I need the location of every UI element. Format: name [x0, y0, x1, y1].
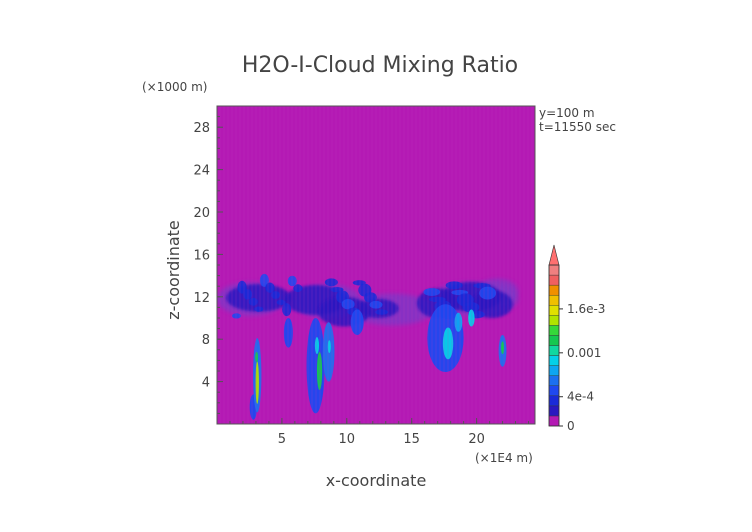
chart-title: H2O-I-Cloud Mixing Ratio: [242, 53, 518, 78]
colorbar-segment: [548, 294, 560, 306]
colorbar-label: 1.6e-3: [567, 302, 605, 316]
y-tick-label: 8: [202, 333, 210, 348]
colorbar-segment: [548, 264, 560, 276]
cloud-core-9: [327, 340, 331, 353]
colorbar: 0 4e-4 0.001 1.6e-3: [548, 244, 605, 433]
cloud-cell-5: [423, 288, 441, 296]
colorbar-segment: [548, 325, 560, 336]
cloud-core-2: [255, 361, 259, 404]
y-tick-label: 16: [193, 248, 210, 263]
cloud-cell-25: [369, 300, 383, 309]
cloud-core-12: [442, 327, 454, 360]
cloud-core-4: [283, 318, 293, 348]
colorbar-segment: [548, 405, 560, 417]
cloud-core-10: [350, 309, 364, 335]
cloud-core-14: [468, 309, 475, 327]
y-axis-label: z-coordinate: [164, 220, 183, 320]
cloud-cell-6: [243, 289, 253, 300]
cloud-cell-9: [248, 297, 258, 306]
colorbar-segment: [548, 335, 560, 346]
cloud-core-7: [314, 337, 320, 355]
cloud-cell-26: [462, 301, 480, 313]
colorbar-segment: [548, 365, 560, 376]
cloud-core-6: [316, 351, 323, 391]
cloud-cell-33: [293, 284, 303, 293]
info-line-t: t=11550 sec: [539, 120, 616, 134]
x-axis-label: x-coordinate: [326, 471, 427, 490]
cloud-core-13: [454, 312, 463, 332]
cloud-cell-24: [276, 299, 286, 305]
cloud-core-5: [306, 318, 325, 414]
x-tick-label: 15: [403, 432, 420, 447]
cloud-core-3: [255, 351, 259, 363]
colorbar-segment: [548, 355, 560, 366]
cloud-cell-27: [282, 303, 292, 317]
cloud-core-16: [501, 341, 505, 355]
colorbar-segment: [548, 385, 560, 397]
y-axis-unit: (×1000 m): [142, 80, 207, 94]
colorbar-extend-arrow: [548, 244, 560, 266]
cloud-cell-17: [445, 281, 463, 290]
y-tick-label: 20: [193, 206, 210, 221]
info-line-y: y=100 m: [539, 106, 595, 120]
x-tick-label: 10: [339, 432, 356, 447]
y-tick-label: 4: [202, 376, 210, 391]
colorbar-segment: [548, 395, 560, 407]
colorbar-segment: [548, 315, 560, 326]
colorbar-label: 4e-4: [567, 390, 594, 404]
cloud-cell-15: [259, 273, 269, 287]
cloud-cell-3: [237, 280, 247, 294]
y-tick-label: 28: [193, 121, 210, 136]
x-tick-label: 20: [468, 432, 485, 447]
cloud-field: [217, 106, 533, 424]
x-tick-label: 5: [278, 432, 286, 447]
cloud-cell-22: [363, 292, 377, 303]
colorbar-segment: [548, 305, 560, 316]
y-tick-label: 24: [193, 164, 210, 179]
y-tick-label: 12: [193, 291, 210, 306]
x-axis-unit: (×1E4 m): [475, 451, 533, 465]
colorbar-label: 0.001: [567, 346, 601, 360]
plot-frame: [216, 105, 536, 425]
cloud-cell-30: [287, 275, 297, 287]
cloud-cell-12: [254, 306, 264, 312]
colorbar-label: 0: [567, 419, 575, 433]
colorbar-segment: [548, 345, 560, 356]
cloud-cell-35: [479, 286, 497, 300]
cloud-cell-0: [231, 313, 242, 319]
colorbar-frame: [548, 264, 560, 427]
cloud-cell-10: [341, 299, 355, 310]
cloud-cell-18: [265, 282, 275, 293]
cloud-cell-21: [270, 291, 281, 299]
colorbar-segment: [548, 274, 560, 286]
colorbar-segment: [548, 415, 560, 427]
cloud-cell-28: [375, 309, 389, 315]
plot-background: [217, 106, 535, 424]
cloud-cell-1: [324, 278, 338, 287]
colorbar-segment: [548, 284, 560, 296]
colorbar-segment: [548, 375, 560, 386]
